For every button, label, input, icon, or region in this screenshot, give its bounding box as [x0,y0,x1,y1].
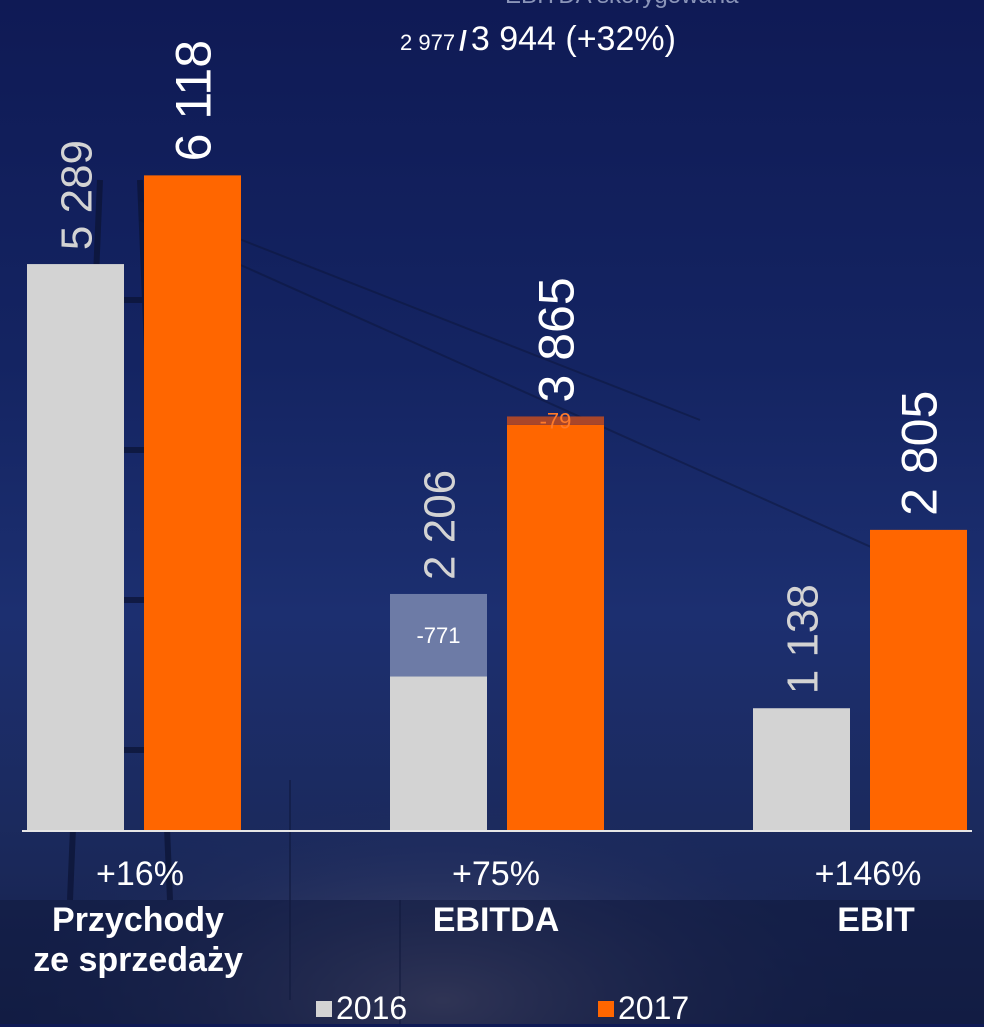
adjustment-bar-ebitda-2017 [507,416,604,425]
legend-label-2017: 2017 [618,990,690,1026]
adjusted-ebitda-summary: 2 977/3 944 (+32%) [400,20,676,59]
category-label-revenue-line2: ze sprzedaży [33,941,243,979]
value-label-ebitda-2017: 3 865 [529,277,585,402]
bar-revenue-2016 [27,264,124,830]
legend-swatch-2016 [316,1000,332,1017]
value-label-ebit-2016: 1 138 [778,584,827,694]
category-label-ebitda-line1: EBITDA [432,901,560,939]
category-label-ebitda: EBITDA [346,900,646,940]
adjustment-bar-ebitda-2016 [390,593,487,677]
growth-pct-revenue: +16% [96,855,184,893]
adjustment-label-ebitda-2016: -771 [416,623,460,648]
growth-pct-ebitda: +75% [452,855,540,893]
bar-ebit-2016 [753,708,850,830]
legend-item-2017: 2017 [598,990,689,1027]
category-label-revenue-line1: Przychody [52,901,224,939]
value-label-revenue-2016: 5 289 [52,140,101,250]
bar-ebitda-2016 [390,676,487,830]
adjusted-ebitda-2017: 3 944 (+32%) [470,20,676,58]
bar-revenue-2017 [144,175,241,830]
legend-swatch-2017 [598,1000,614,1017]
adjusted-ebitda-label: EBITDA skorygowana [505,0,738,10]
value-label-ebit-2017: 2 805 [892,391,948,516]
bar-ebitda-2017 [507,424,604,830]
value-label-ebitda-2016: 2 206 [415,470,464,580]
value-label-revenue-2017: 6 118 [166,40,222,161]
adjustment-label-ebitda-2017: -79 [540,409,572,434]
category-label-ebit-line1: EBIT [837,901,915,939]
bar-ebit-2017 [870,529,967,830]
adjusted-ebitda-2016: 2 977 [400,30,456,55]
category-label-revenue: Przychody ze sprzedaży [0,900,288,980]
separator-slash: / [459,25,467,56]
growth-pct-ebit: +146% [814,855,922,893]
legend-item-2016: 2016 [316,990,407,1027]
category-label-ebit: EBIT [726,900,984,940]
legend-label-2016: 2016 [336,990,408,1026]
